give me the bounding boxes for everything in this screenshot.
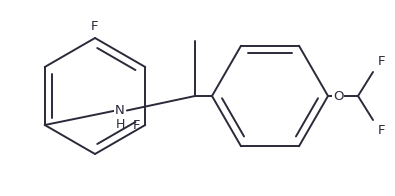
Text: N: N	[115, 104, 125, 117]
Text: F: F	[378, 124, 386, 137]
Text: H: H	[116, 117, 126, 131]
Text: O: O	[333, 90, 343, 103]
Text: F: F	[378, 55, 386, 68]
Text: F: F	[91, 20, 99, 33]
Text: F: F	[133, 119, 140, 132]
